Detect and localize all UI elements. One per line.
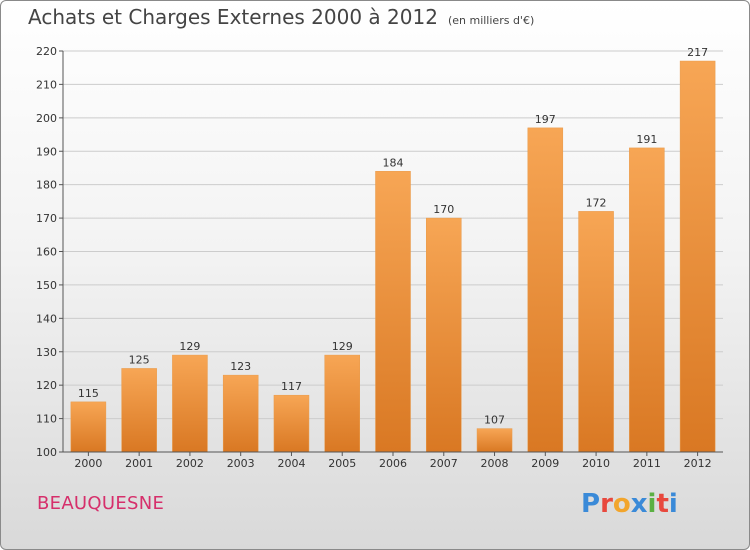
data-label-2009: 197 bbox=[535, 113, 556, 126]
bar-2008 bbox=[476, 428, 513, 453]
x-tick-label: 2001 bbox=[125, 457, 153, 470]
y-tick-label: 110 bbox=[36, 413, 57, 426]
data-label-2010: 172 bbox=[586, 196, 607, 209]
data-label-2008: 107 bbox=[484, 414, 505, 427]
bars bbox=[70, 60, 716, 453]
x-tick-label: 2012 bbox=[684, 457, 712, 470]
data-label-2011: 191 bbox=[636, 133, 657, 146]
bar-2004 bbox=[273, 394, 310, 453]
y-tick-label: 130 bbox=[36, 346, 57, 359]
bar-2002 bbox=[172, 354, 208, 453]
data-label-2012: 217 bbox=[687, 46, 708, 59]
data-label-2001: 125 bbox=[129, 353, 150, 366]
bar-2001 bbox=[121, 368, 157, 453]
data-label-2006: 184 bbox=[383, 156, 404, 169]
bar-2009 bbox=[527, 127, 564, 453]
bar-2011 bbox=[629, 147, 665, 453]
data-label-2005: 129 bbox=[332, 340, 353, 353]
y-tick-label: 200 bbox=[36, 112, 57, 125]
bar-2003 bbox=[222, 374, 259, 453]
bar-2010 bbox=[578, 211, 614, 453]
bar-2006 bbox=[375, 171, 411, 453]
data-labels: 115 125 129 123 117 129 184 170 107 197 172 191 217 bbox=[78, 46, 708, 427]
x-tick-label: 2007 bbox=[430, 457, 458, 470]
y-tick-label: 140 bbox=[36, 312, 57, 325]
proxiti-logo: Proxiti bbox=[581, 489, 678, 519]
x-tick-label: 2011 bbox=[633, 457, 661, 470]
x-tick-label: 2009 bbox=[531, 457, 559, 470]
chart-title: Achats et Charges Externes 2000 à 2012 (e… bbox=[28, 5, 534, 29]
x-tick-label: 2000 bbox=[74, 457, 102, 470]
y-tick-label: 220 bbox=[36, 45, 57, 58]
bar-2012 bbox=[679, 60, 716, 453]
chart-subtitle: (en milliers d'€) bbox=[447, 14, 535, 27]
data-label-2000: 115 bbox=[78, 387, 99, 400]
bar-2000 bbox=[70, 401, 107, 453]
data-label-2004: 117 bbox=[281, 380, 302, 393]
x-tick-label: 2005 bbox=[328, 457, 356, 470]
y-tick-label: 100 bbox=[36, 446, 57, 459]
bar-2007 bbox=[426, 217, 462, 453]
commune-name: BEAUQUESNE bbox=[37, 493, 165, 514]
x-tick-label: 2010 bbox=[582, 457, 610, 470]
x-tick-label: 2006 bbox=[379, 457, 407, 470]
y-tick-label: 160 bbox=[36, 246, 57, 259]
data-label-2007: 170 bbox=[433, 203, 454, 216]
x-tick-label: 2003 bbox=[227, 457, 255, 470]
y-tick-label: 210 bbox=[36, 78, 57, 91]
x-tick-label: 2004 bbox=[277, 457, 305, 470]
y-tick-label: 170 bbox=[36, 212, 57, 225]
y-tick-label: 180 bbox=[36, 179, 57, 192]
y-tick-label: 190 bbox=[36, 145, 57, 158]
bar-2005 bbox=[324, 354, 360, 453]
chart-title-text: Achats et Charges Externes 2000 à 2012 bbox=[28, 5, 438, 29]
y-tick-label: 150 bbox=[36, 279, 57, 292]
data-label-2002: 129 bbox=[179, 340, 200, 353]
x-tick-label: 2002 bbox=[176, 457, 204, 470]
data-label-2003: 123 bbox=[230, 360, 251, 373]
axes: 100 110 120 130 140 150 160 170 180 190 200 210 220 2… bbox=[36, 45, 723, 470]
y-tick-label: 120 bbox=[36, 379, 57, 392]
x-tick-label: 2008 bbox=[481, 457, 509, 470]
